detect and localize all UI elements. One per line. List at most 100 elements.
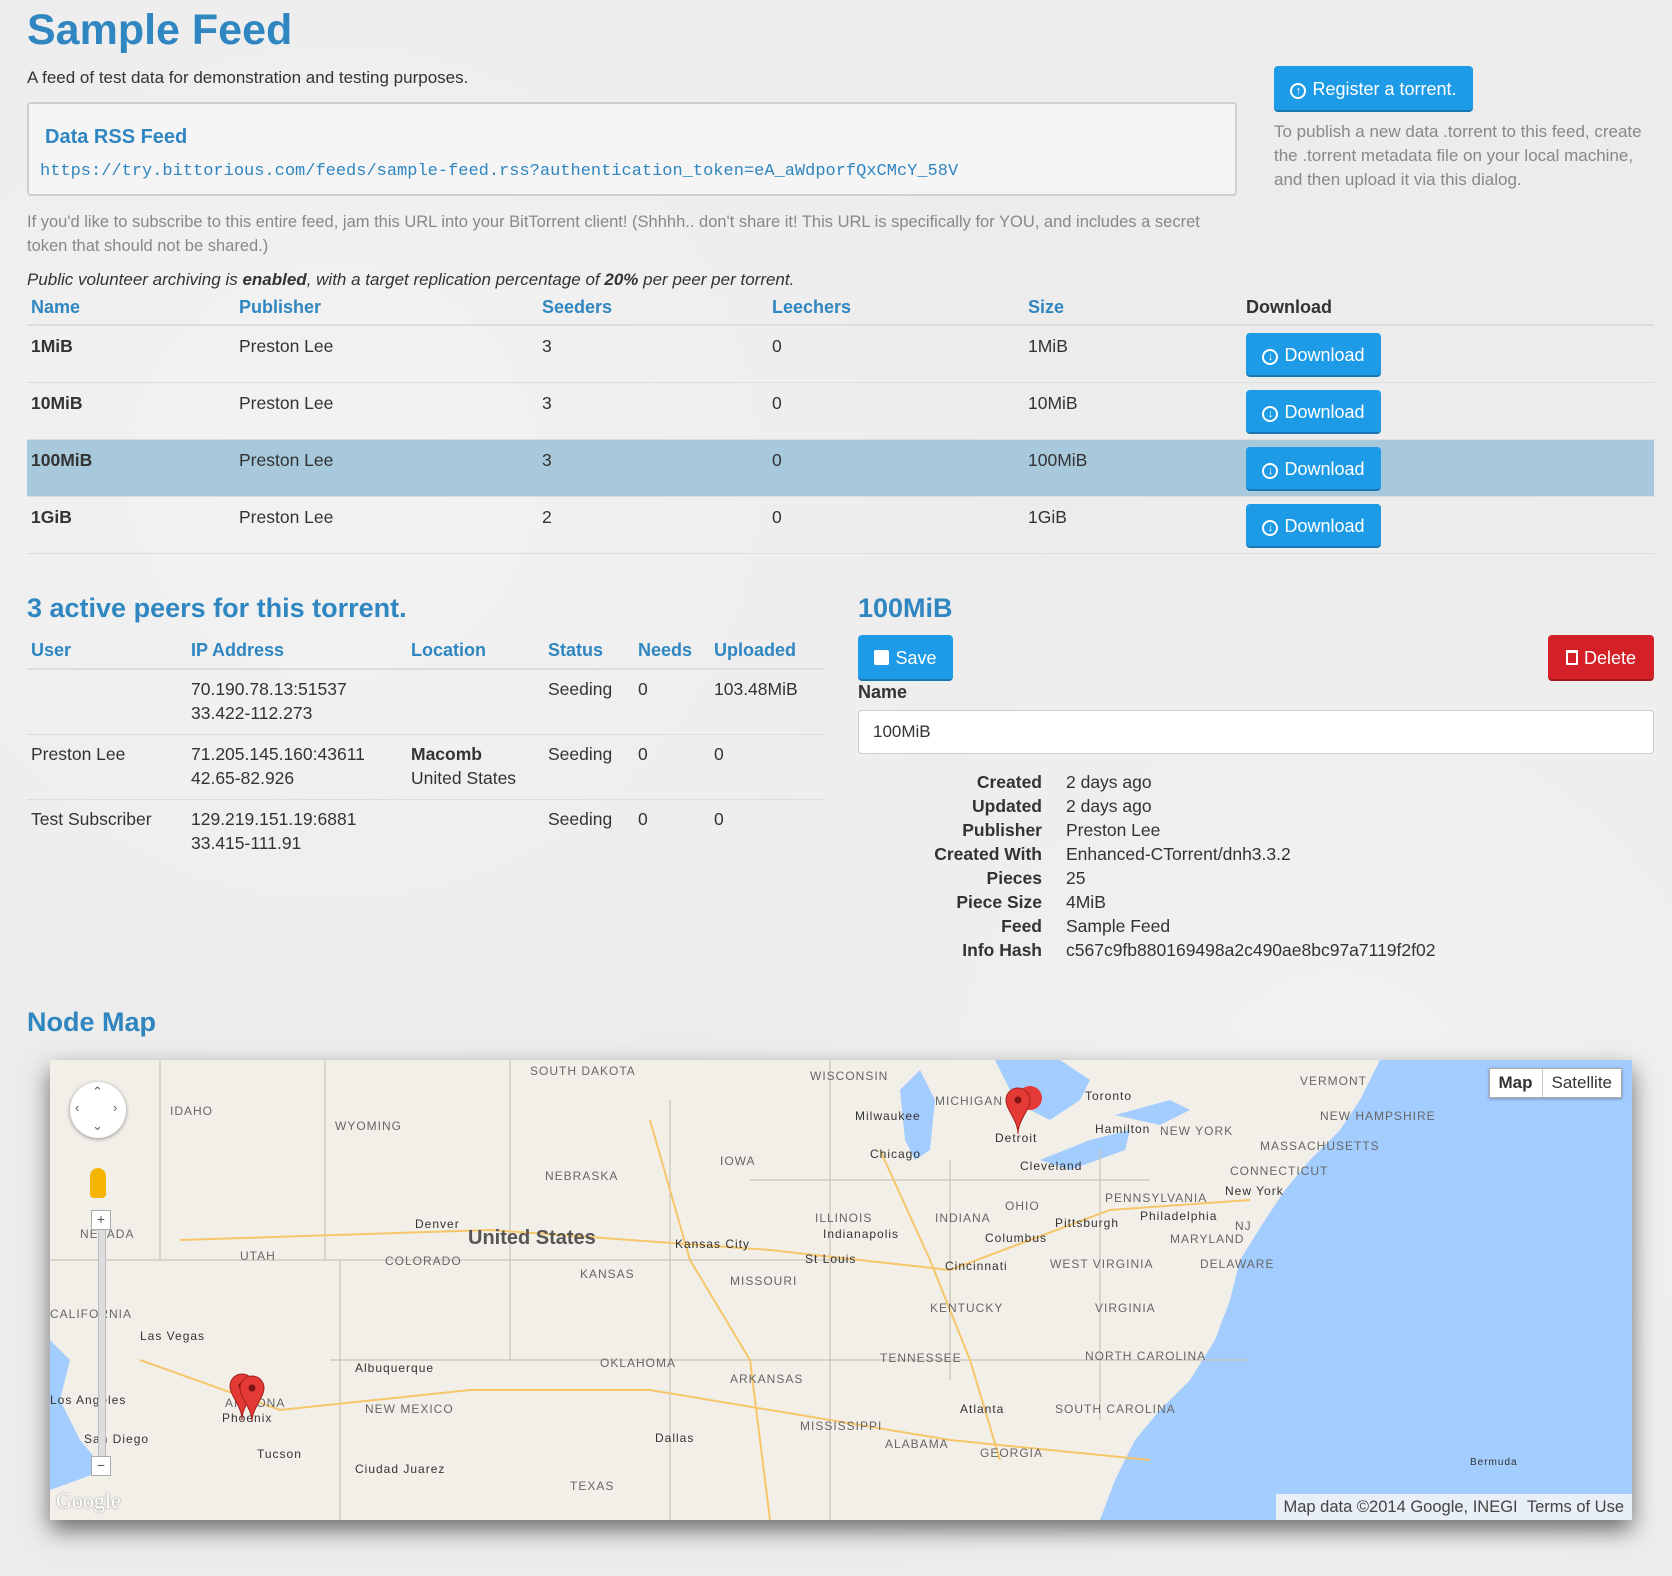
download-button[interactable]: ↓ Download	[1246, 390, 1381, 434]
rss-url[interactable]: https://try.bittorious.com/feeds/sample-…	[40, 162, 959, 181]
col-size[interactable]: Size	[1024, 293, 1242, 326]
col-uploaded[interactable]: Uploaded	[710, 636, 824, 670]
svg-text:UTAH: UTAH	[240, 1249, 276, 1263]
download-icon: ↓	[1262, 463, 1279, 479]
svg-text:CALIFORNIA: CALIFORNIA	[50, 1307, 132, 1321]
google-logo: Google	[56, 1488, 121, 1513]
svg-text:TENNESSEE: TENNESSEE	[880, 1351, 962, 1365]
download-icon: ↓	[1262, 406, 1279, 422]
svg-text:WYOMING: WYOMING	[335, 1119, 402, 1133]
svg-text:Cleveland: Cleveland	[1020, 1159, 1082, 1173]
svg-text:MASSACHUSETTS: MASSACHUSETTS	[1260, 1139, 1380, 1153]
country-label: United States	[468, 1227, 596, 1249]
zoom-slider[interactable]	[98, 1220, 106, 1462]
svg-text:Philadelphia: Philadelphia	[1140, 1209, 1217, 1223]
svg-text:Bermuda: Bermuda	[1470, 1457, 1518, 1468]
col-status[interactable]: Status	[544, 636, 634, 670]
svg-text:Tucson: Tucson	[257, 1447, 302, 1461]
table-row[interactable]: 10MiB Preston Lee 3 0 10MiB ↓ Download	[27, 382, 1654, 440]
zoom-out-button[interactable]: −	[91, 1456, 111, 1476]
peers-table: User IP Address Location Status Needs Up…	[27, 636, 824, 864]
rss-feed-box: Data RSS Feed https://try.bittorious.com…	[27, 102, 1237, 196]
peer-markers	[229, 1086, 1042, 1423]
svg-text:GEORGIA: GEORGIA	[980, 1446, 1043, 1460]
svg-text:CONNECTICUT: CONNECTICUT	[1230, 1164, 1328, 1178]
svg-text:Toronto: Toronto	[1085, 1089, 1132, 1103]
svg-text:MISSOURI: MISSOURI	[730, 1274, 797, 1288]
node-map-heading: Node Map	[27, 1007, 157, 1037]
page-title: Sample Feed	[27, 6, 293, 54]
svg-text:SOUTH DAKOTA: SOUTH DAKOTA	[530, 1064, 636, 1078]
svg-text:Phoenix: Phoenix	[222, 1411, 272, 1425]
node-map[interactable]: SOUTH DAKOTA WISCONSIN MICHIGAN Toronto …	[50, 1060, 1632, 1520]
download-button[interactable]: ↓ Download	[1246, 333, 1381, 377]
street-view-icon[interactable]	[90, 1168, 106, 1198]
svg-text:Dallas: Dallas	[655, 1431, 694, 1445]
register-torrent-button[interactable]: ↑ Register a torrent.	[1274, 66, 1473, 112]
svg-text:New York: New York	[1225, 1184, 1284, 1198]
svg-text:NEW YORK: NEW YORK	[1160, 1124, 1233, 1138]
svg-text:KANSAS: KANSAS	[580, 1267, 635, 1281]
col-leechers[interactable]: Leechers	[768, 293, 1024, 326]
table-row: Preston Lee 71.205.145.160:43611 42.65-82…	[27, 734, 824, 800]
table-row[interactable]: 1GiB Preston Lee 2 0 1GiB ↓ Download	[27, 496, 1654, 554]
terms-link[interactable]: Terms of Use	[1526, 1498, 1624, 1516]
svg-text:MISSISSIPPI: MISSISSIPPI	[800, 1419, 882, 1433]
col-needs[interactable]: Needs	[634, 636, 710, 670]
svg-text:Columbus: Columbus	[985, 1231, 1047, 1245]
download-icon: ↓	[1262, 349, 1279, 365]
svg-text:VERMONT: VERMONT	[1300, 1074, 1367, 1088]
map-type-control: Map Satellite	[1488, 1068, 1622, 1098]
svg-text:IOWA: IOWA	[720, 1154, 756, 1168]
zoom-in-button[interactable]: +	[91, 1210, 111, 1230]
svg-text:NEW HAMPSHIRE: NEW HAMPSHIRE	[1320, 1109, 1436, 1123]
col-seeders[interactable]: Seeders	[538, 293, 768, 326]
pan-control[interactable]: ⌃ ⌄ ‹ ›	[70, 1082, 126, 1138]
col-publisher[interactable]: Publisher	[235, 293, 538, 326]
svg-text:INDIANA: INDIANA	[935, 1211, 991, 1225]
upload-icon: ↑	[1290, 83, 1307, 99]
svg-text:Albuquerque: Albuquerque	[355, 1361, 434, 1375]
register-note: To publish a new data .torrent to this f…	[1274, 122, 1642, 189]
table-row: Test Subscriber 129.219.151.19:6881 33.41…	[31, 809, 724, 853]
delete-button[interactable]: Delete	[1548, 635, 1654, 681]
svg-text:Ciudad Juarez: Ciudad Juarez	[355, 1462, 445, 1476]
map-type-satellite[interactable]: Satellite	[1551, 1073, 1612, 1092]
col-name[interactable]: Name	[27, 293, 235, 326]
col-user[interactable]: User	[27, 636, 187, 670]
svg-text:Detroit: Detroit	[995, 1131, 1037, 1145]
svg-text:ILLINOIS: ILLINOIS	[815, 1211, 872, 1225]
download-button[interactable]: ↓ Download	[1246, 447, 1381, 491]
col-location[interactable]: Location	[407, 636, 544, 670]
svg-text:WISCONSIN: WISCONSIN	[810, 1069, 888, 1083]
svg-text:KENTUCKY: KENTUCKY	[930, 1301, 1003, 1315]
svg-text:Kansas City: Kansas City	[675, 1237, 750, 1251]
page-subtitle: A feed of test data for demonstration an…	[27, 68, 469, 87]
name-label: Name	[858, 682, 908, 702]
table-row-selected[interactable]: 100MiB Preston Lee 3 0 100MiB ↓ Download	[27, 439, 1654, 497]
rss-hint: If you'd like to subscribe to this entir…	[27, 213, 1200, 255]
svg-text:MARYLAND: MARYLAND	[1170, 1232, 1244, 1246]
col-ip[interactable]: IP Address	[187, 636, 407, 670]
download-button[interactable]: ↓ Download	[1246, 504, 1381, 548]
svg-text:Los Angeles: Los Angeles	[50, 1393, 126, 1407]
name-field[interactable]	[858, 710, 1654, 754]
svg-text:IDAHO: IDAHO	[170, 1104, 213, 1118]
trash-icon	[1565, 650, 1578, 665]
svg-text:San Diego: San Diego	[84, 1432, 149, 1446]
svg-text:NEW MEXICO: NEW MEXICO	[365, 1402, 454, 1416]
map-type-map[interactable]: Map	[1490, 1069, 1543, 1097]
table-row[interactable]: 1MiB Preston Lee 3 0 1MiB ↓ Download	[27, 325, 1654, 383]
svg-text:NORTH CAROLINA: NORTH CAROLINA	[1085, 1349, 1206, 1363]
table-row: 70.190.78.13:51537 33.422-112.273 Seeding…	[27, 669, 824, 735]
save-button[interactable]: Save	[858, 635, 953, 681]
svg-text:St Louis: St Louis	[805, 1252, 856, 1266]
map-canvas[interactable]: SOUTH DAKOTA WISCONSIN MICHIGAN Toronto …	[50, 1060, 1632, 1520]
floppy-icon	[874, 650, 890, 665]
svg-text:VIRGINIA: VIRGINIA	[1095, 1301, 1156, 1315]
svg-text:Pittsburgh: Pittsburgh	[1055, 1216, 1119, 1230]
svg-text:TEXAS: TEXAS	[570, 1479, 614, 1493]
download-icon: ↓	[1262, 520, 1279, 536]
svg-text:MICHIGAN: MICHIGAN	[935, 1094, 1003, 1108]
svg-text:WEST VIRGINIA: WEST VIRGINIA	[1050, 1257, 1153, 1271]
